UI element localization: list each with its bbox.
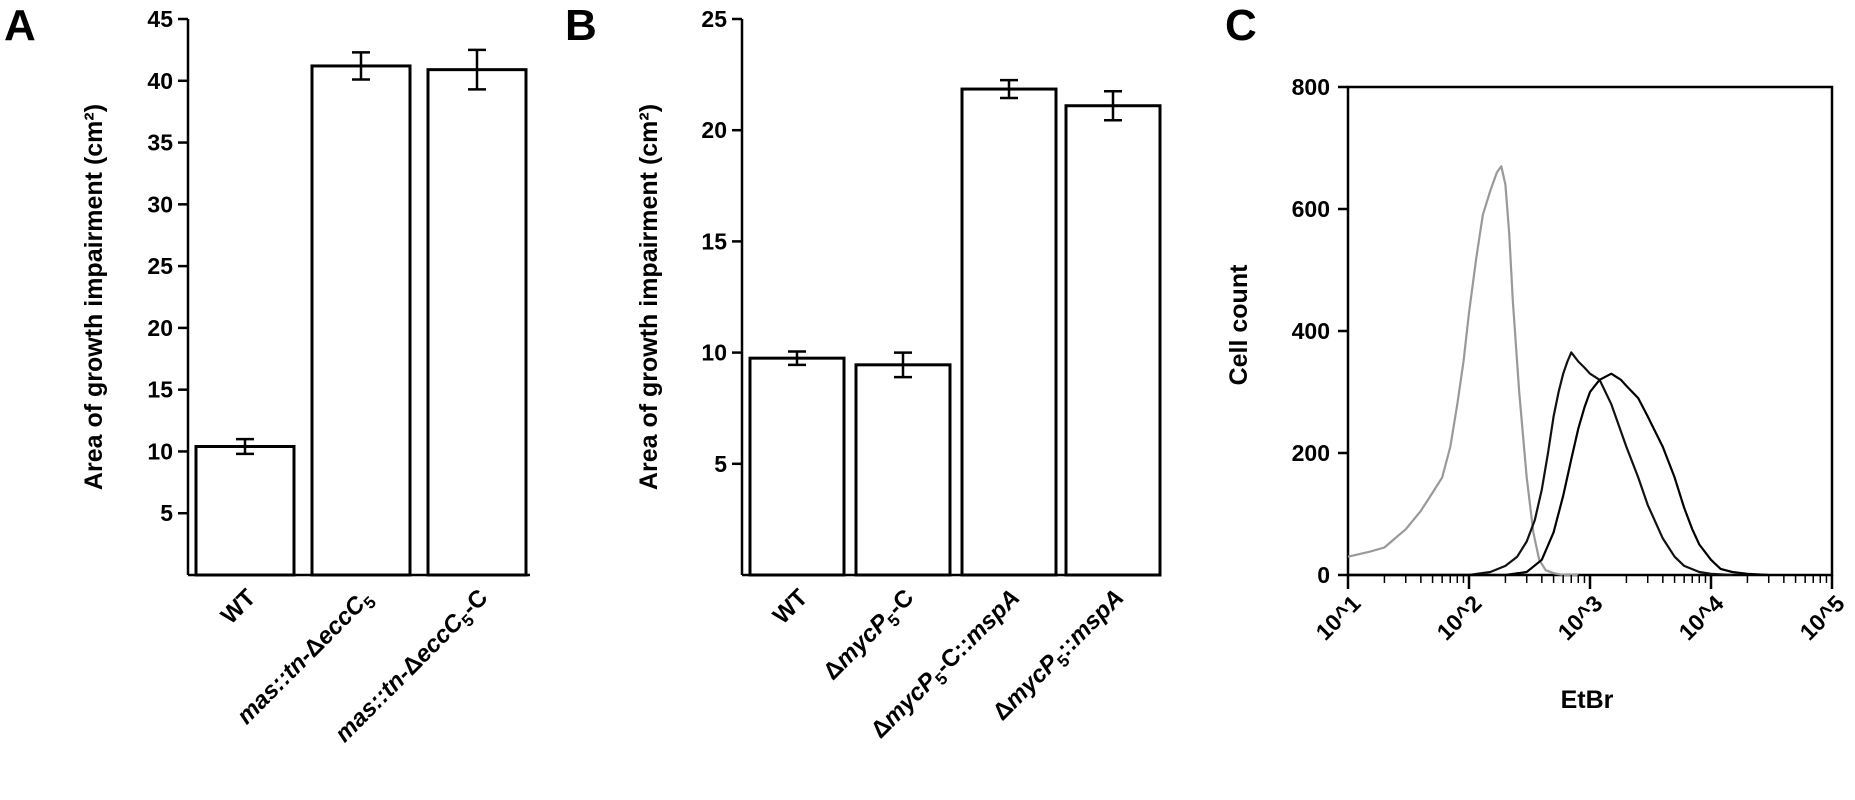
category-label: WT (216, 584, 262, 630)
y-tick-label: 10 (147, 438, 173, 464)
panel-a-y-axis-label: Area of growth impairment (cm²) (80, 104, 108, 490)
bar (310, 64, 412, 577)
y-tick-label: 40 (147, 68, 173, 94)
y-tick-label: 800 (1292, 74, 1330, 100)
y-tick-label: 30 (147, 191, 173, 217)
histogram-series-3 (1348, 372, 1769, 577)
bar (194, 445, 296, 577)
y-tick-label: 400 (1292, 318, 1330, 344)
x-tick-label: 10^1 (1311, 590, 1366, 645)
bar (426, 68, 528, 577)
bar (748, 356, 846, 577)
y-tick-label: 45 (147, 6, 173, 32)
panel-c-histogram: 0 200 400 600 800 10^1 10^2 10^3 10^4 10^5 Cell … (1225, 74, 1850, 714)
y-tick-label: 35 (147, 130, 173, 156)
y-tick-label: 200 (1292, 440, 1330, 466)
panel-c-plot-frame (1346, 85, 1834, 577)
y-tick-label: 25 (701, 6, 727, 32)
y-tick-label: 20 (147, 315, 173, 341)
x-tick-label: 10^2 (1432, 590, 1487, 645)
y-tick-label: 25 (147, 253, 173, 279)
y-tick-label: 15 (701, 228, 727, 254)
x-tick-label: 10^5 (1795, 590, 1850, 645)
bar (960, 87, 1058, 577)
panel-c-x-axis-label: EtBr (1561, 686, 1614, 714)
x-tick-label: 10^4 (1674, 590, 1729, 645)
bar (1064, 104, 1162, 577)
y-tick-label: 20 (701, 117, 727, 143)
panel-letter-a: A (4, 1, 36, 50)
x-tick-label: 10^3 (1553, 590, 1608, 645)
y-tick-label: 5 (714, 451, 727, 477)
histogram-series-2 (1348, 351, 1733, 577)
bar (854, 363, 952, 577)
y-tick-label: 0 (1317, 562, 1330, 588)
panel-c-y-axis-label: Cell count (1225, 264, 1253, 386)
panel-letter-c: C (1225, 1, 1257, 50)
y-tick-label: 15 (147, 377, 173, 403)
histogram-series-1 (1347, 165, 1579, 577)
y-tick-label: 10 (701, 340, 727, 366)
y-tick-label: 5 (160, 500, 173, 526)
category-label: WT (768, 584, 814, 630)
y-tick-label: 600 (1292, 196, 1330, 222)
category-label: ΔmycP5-C (818, 584, 922, 688)
panel-b-y-axis-label: Area of growth impairment (cm²) (635, 104, 663, 490)
panel-letter-b: B (565, 1, 597, 50)
